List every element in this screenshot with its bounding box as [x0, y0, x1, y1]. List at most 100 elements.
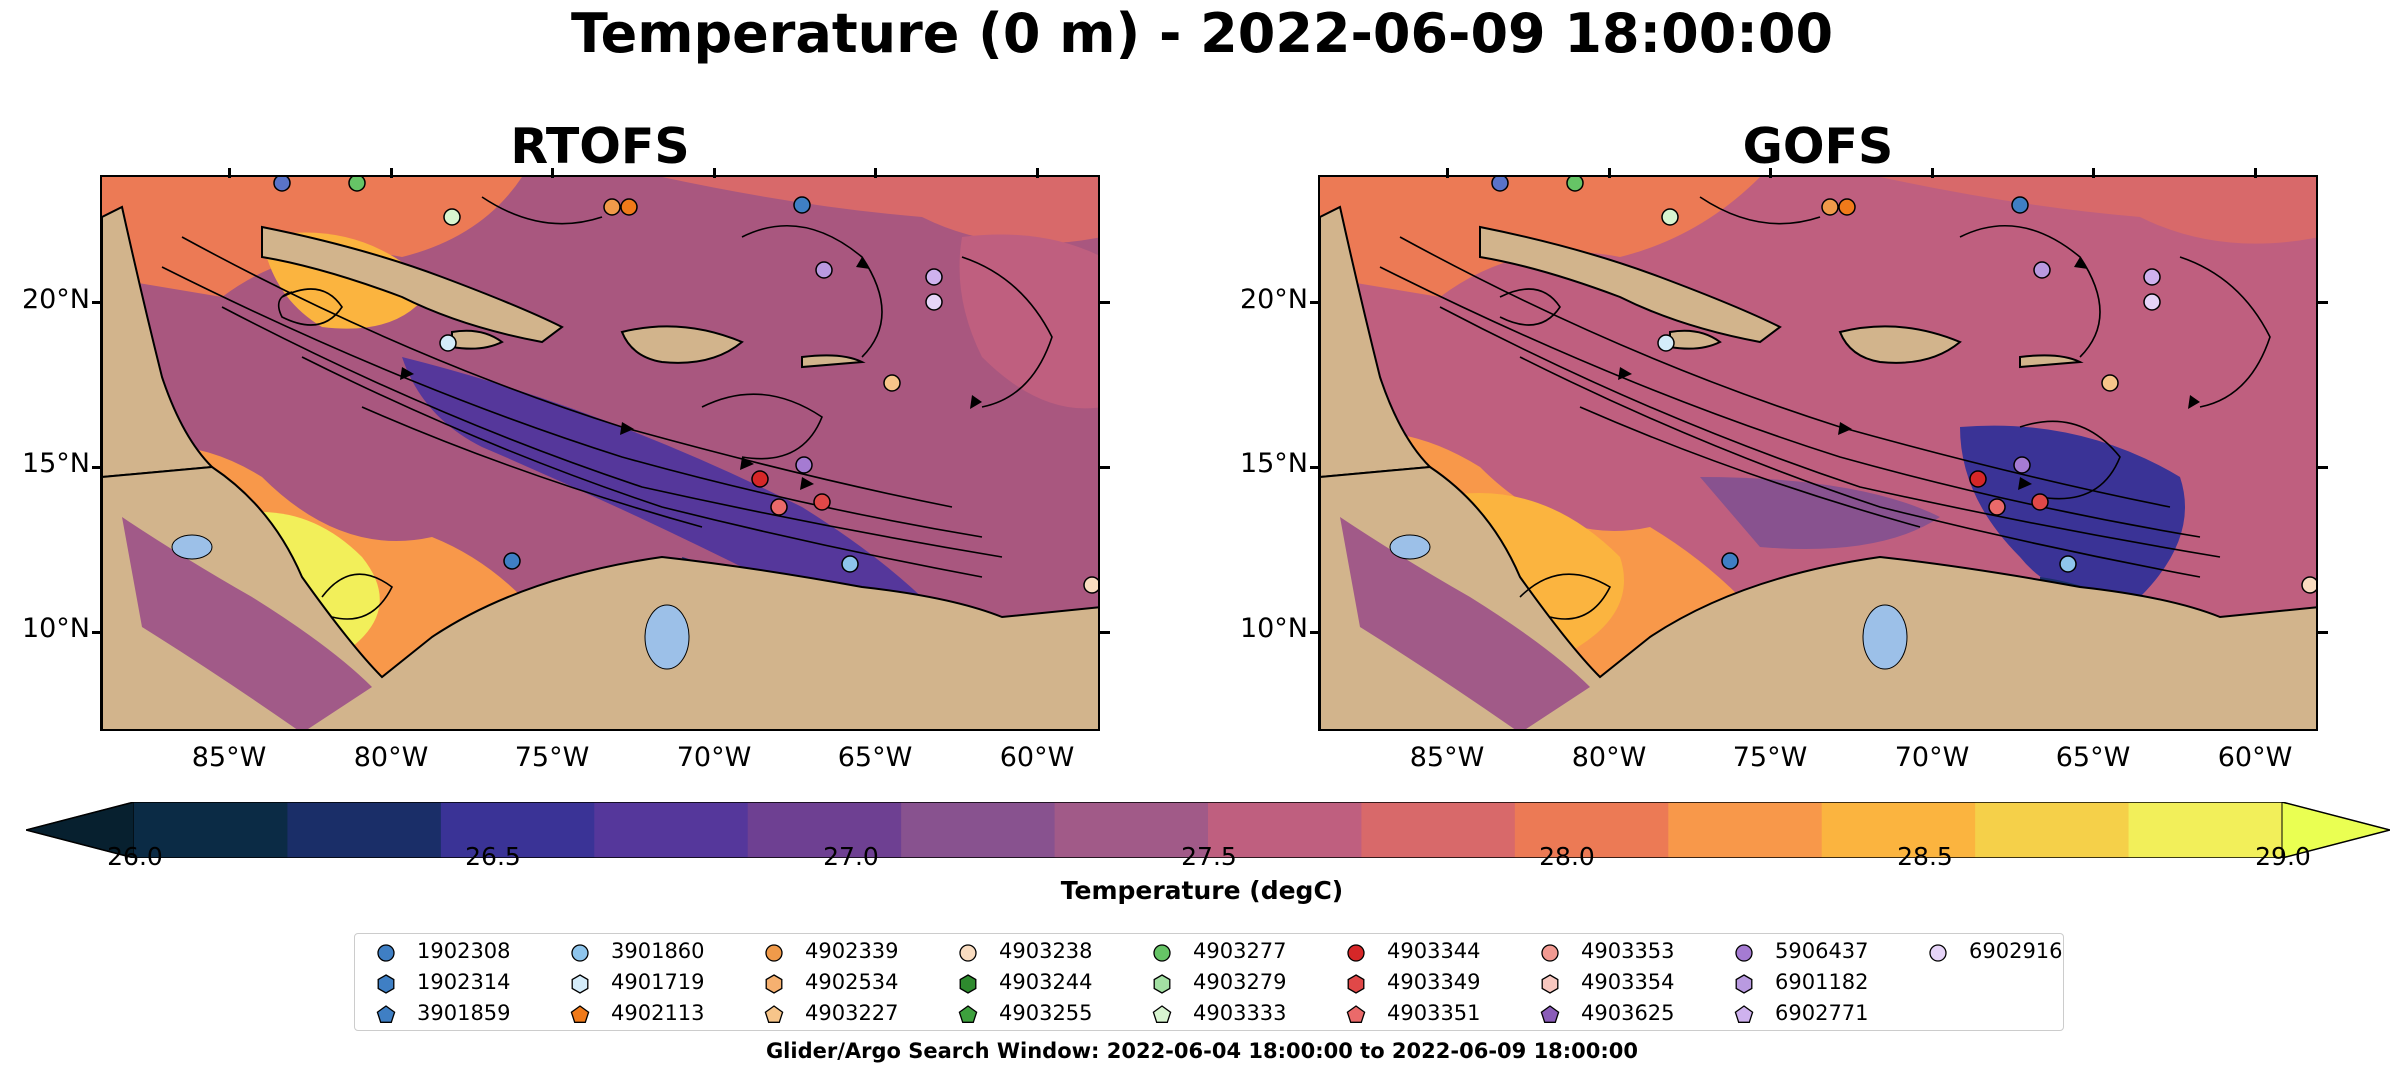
float-marker	[1988, 498, 2006, 516]
colorbar-segment	[747, 802, 902, 858]
float-marker	[795, 456, 813, 474]
colorbar-tick-label: 28.0	[1539, 842, 1595, 871]
panel-title-rtofs: RTOFS	[510, 118, 690, 175]
land-puerto-rico	[801, 354, 866, 369]
float-legend: 1902308 1902314 3901859 3901860 4901719 49021…	[354, 933, 2064, 1031]
float-marker	[2143, 293, 2161, 311]
legend-item-label: 3901860	[611, 939, 705, 963]
pacific-ocean	[1340, 517, 1590, 729]
tick-mark	[1931, 168, 1934, 178]
lon-tick-label: 75°W	[514, 742, 590, 773]
lake-nicaragua	[171, 534, 213, 560]
circle-marker-icon	[377, 944, 395, 962]
float-marker	[439, 334, 457, 352]
legend-item-label: 4903255	[999, 1001, 1093, 1025]
hexagon-marker-icon	[765, 974, 783, 994]
tick-mark	[92, 466, 102, 469]
float-marker	[443, 208, 461, 226]
warm-region	[662, 177, 1098, 244]
colorbar-segment	[594, 802, 749, 858]
pentagon-marker-icon	[1346, 1005, 1366, 1023]
lon-tick-label: 60°W	[999, 742, 1075, 773]
tick-mark	[1769, 168, 1772, 178]
colorbar-segment	[1668, 802, 1823, 858]
colorbar-segment	[1361, 802, 1516, 858]
hexagon-marker-icon	[571, 974, 589, 994]
float-markers	[1491, 177, 2316, 594]
legend-item-label: 4903333	[1193, 1001, 1287, 1025]
float-marker	[813, 493, 831, 511]
circle-marker-icon	[765, 944, 783, 962]
tick-mark	[2092, 168, 2095, 178]
tick-mark	[1310, 631, 1320, 634]
temperature-colorbar	[26, 802, 2390, 858]
circle-marker-icon	[1735, 944, 1753, 962]
legend-item-label: 4903244	[999, 970, 1093, 994]
figure-title: Temperature (0 m) - 2022-06-09 18:00:00	[570, 2, 1834, 65]
float-marker	[883, 374, 901, 392]
colorbar-label: Temperature (degC)	[1060, 876, 1344, 905]
lat-tick-label: 20°N	[21, 284, 90, 315]
land-central-america	[1320, 205, 1433, 479]
circle-marker-icon	[959, 944, 977, 962]
tick-mark	[390, 168, 393, 178]
float-marker	[1661, 208, 1679, 226]
pentagon-marker-icon	[1152, 1005, 1172, 1023]
float-marker	[1657, 334, 1675, 352]
pentagon-marker-icon	[1540, 1005, 1560, 1023]
hexagon-marker-icon	[377, 974, 395, 994]
tick-mark	[551, 168, 554, 178]
legend-item-label: 4902339	[805, 939, 899, 963]
float-marker	[751, 470, 769, 488]
map-panel-rtofs	[100, 175, 1100, 731]
legend-item-label: 4902113	[611, 1001, 705, 1025]
tick-mark	[1036, 168, 1039, 178]
circle-marker-icon	[1347, 944, 1365, 962]
tick-mark	[1608, 168, 1611, 178]
float-marker	[2033, 261, 2051, 279]
tick-mark	[1100, 301, 1110, 304]
rtofs-map-svg	[102, 177, 1098, 729]
colorbar-segment	[1054, 802, 1209, 858]
lake-nicaragua	[1389, 534, 1431, 560]
float-marker	[2031, 493, 2049, 511]
legend-item-label: 4903353	[1581, 939, 1675, 963]
legend-item-label: 6901182	[1775, 970, 1869, 994]
lon-tick-label: 80°W	[1571, 742, 1647, 773]
tick-mark	[1100, 631, 1110, 634]
streamline-arrows	[1618, 257, 2200, 490]
legend-item-label: 6902916	[1969, 939, 2063, 963]
float-marker	[2143, 268, 2161, 286]
float-marker	[2101, 374, 2119, 392]
tick-mark	[2318, 301, 2328, 304]
land-hispaniola	[1838, 325, 1962, 364]
float-marker	[1721, 552, 1739, 570]
warm-region	[1320, 177, 1760, 297]
colorbar-segment	[2128, 802, 2283, 858]
legend-item-label: 1902314	[417, 970, 511, 994]
hexagon-marker-icon	[1347, 974, 1365, 994]
lat-tick-label: 10°N	[21, 613, 90, 644]
circle-marker-icon	[1153, 944, 1171, 962]
legend-item-label: 4903354	[1581, 970, 1675, 994]
colorbar-segment	[134, 802, 288, 858]
lon-tick-label: 85°W	[1409, 742, 1485, 773]
lon-tick-label: 70°W	[1894, 742, 1970, 773]
lat-tick-label: 20°N	[1239, 284, 1308, 315]
legend-item-label: 4903238	[999, 939, 1093, 963]
streamlines	[1379, 196, 2271, 620]
panel-title-gofs: GOFS	[1742, 118, 1894, 175]
colorbar-segment	[901, 802, 1056, 858]
lon-tick-label: 65°W	[2055, 742, 2131, 773]
colorbar-tick-label: 29.0	[2255, 842, 2311, 871]
land-jamaica	[1669, 329, 1722, 350]
tick-mark	[92, 631, 102, 634]
legend-item-label: 4903349	[1387, 970, 1481, 994]
pentagon-marker-icon	[1734, 1005, 1754, 1023]
float-marker	[503, 552, 521, 570]
float-marker	[1083, 576, 1098, 594]
legend-item-label: 1902308	[417, 939, 511, 963]
tick-mark	[92, 301, 102, 304]
tick-mark	[228, 168, 231, 178]
warm-region	[1880, 177, 2316, 244]
